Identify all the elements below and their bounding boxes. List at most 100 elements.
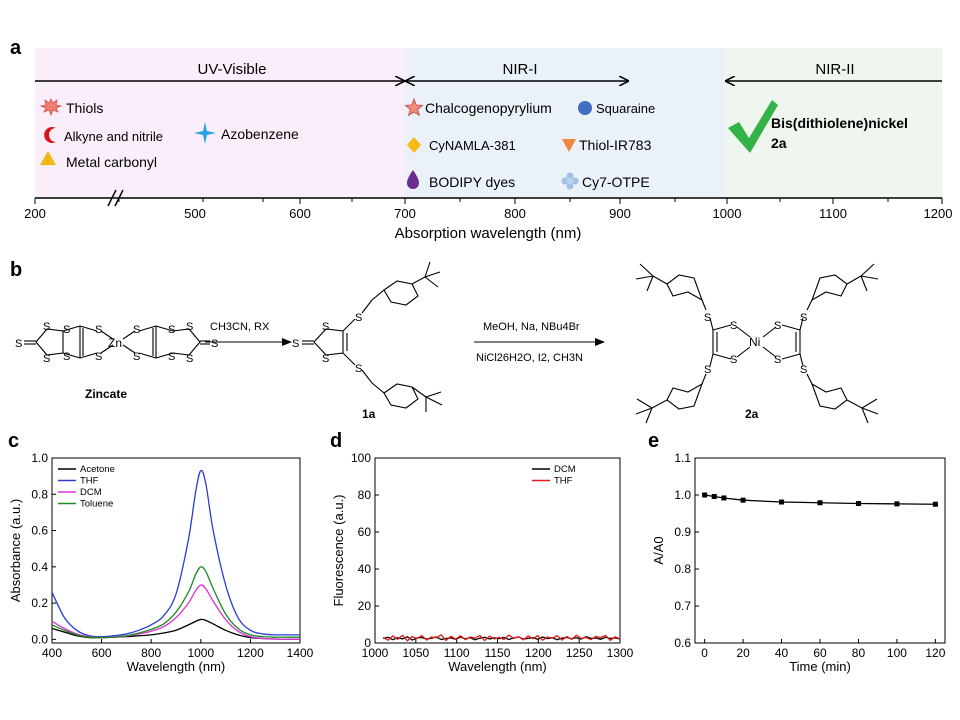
drop-icon	[407, 170, 419, 189]
uv-visible-region	[35, 48, 405, 198]
absorption-axis: 200 500 600 700 800 900 1000 1100 1200 A…	[24, 189, 953, 242]
down-triangle-icon	[562, 139, 576, 152]
atom-s: S	[774, 354, 781, 366]
tick-label: 1200	[924, 206, 953, 221]
entry-label: Thiols	[66, 100, 103, 116]
atom-s: S	[355, 312, 362, 324]
data-point	[721, 495, 727, 501]
x-tick-label: 1400	[287, 646, 314, 660]
nir-i-region	[405, 48, 725, 198]
step2-reagents-2: NiCl26H2O, I2, CH3N	[476, 352, 583, 364]
x-tick-label: 60	[813, 646, 827, 660]
x-tick-label: 1000	[187, 646, 214, 660]
compound-1a-label: 1a	[362, 407, 376, 421]
data-point	[779, 499, 785, 505]
crescent-icon	[44, 127, 56, 143]
data-point	[702, 492, 708, 498]
atom-s: S	[800, 312, 807, 324]
y-tick-label: 80	[358, 488, 372, 502]
x-tick-label: 1250	[566, 646, 593, 660]
plot-frame	[374, 457, 621, 644]
x-tick-label: 100	[887, 646, 907, 660]
thiols-entry: Thiols	[39, 98, 103, 117]
x-tick-label: 800	[141, 646, 161, 660]
legend-label: DCM	[80, 487, 102, 498]
y-tick-label: 0.2	[31, 596, 48, 610]
atom-s: S	[43, 353, 50, 365]
atom-s: S	[292, 338, 299, 350]
compound-2a-structure	[635, 263, 879, 424]
atom-s: S	[186, 321, 193, 333]
x-axis-title: Wavelength (nm)	[127, 659, 226, 674]
data-point	[740, 497, 746, 503]
atom-s: S	[704, 312, 711, 324]
entry-label: Metal carbonyl	[66, 154, 157, 170]
panel-letter-d: d	[330, 430, 342, 452]
y-tick-label: 0	[364, 636, 371, 650]
x-axis-title: Time (min)	[789, 659, 851, 674]
axis-title: Absorption wavelength (nm)	[395, 225, 582, 242]
tick-label: 800	[504, 206, 526, 221]
tick-label: 200	[24, 206, 46, 221]
x-tick-label: 1200	[237, 646, 264, 660]
tick-label: 1000	[713, 206, 742, 221]
x-tick-label: 1200	[525, 646, 552, 660]
x-tick-label: 600	[92, 646, 112, 660]
cynamla-entry: CyNAMLA-381	[407, 137, 516, 153]
atom-s: S	[322, 353, 329, 365]
entry-label: Azobenzene	[221, 126, 299, 142]
x-tick-label: 1100	[444, 646, 470, 660]
bis-dithiolene-nickel-entry: Bis(dithiolene)nickel 2a	[728, 100, 908, 153]
data-point	[932, 501, 938, 507]
tick-label: 500	[184, 206, 206, 221]
y-tick-label: 0.8	[674, 562, 691, 576]
legend-label: DCM	[554, 464, 576, 475]
atom-s: S	[63, 351, 70, 363]
x-tick-label: 1300	[607, 646, 634, 660]
atom-zn: Zn	[108, 336, 122, 350]
y-tick-label: 1.0	[674, 488, 691, 502]
tick-label: 700	[394, 206, 416, 221]
nir-i-label: NIR-I	[503, 61, 538, 78]
nir-ii-label: NIR-II	[815, 61, 854, 78]
uv-visible-label: UV-Visible	[198, 61, 267, 78]
x-tick-label: 1000	[362, 646, 389, 660]
atom-s: S	[43, 321, 50, 333]
atom-s: S	[704, 364, 711, 376]
four-point-star-icon	[194, 122, 216, 144]
series-line	[51, 469, 300, 638]
chart-fluorescence: 1000 1050 1100 1150 1200 1250 1300 0 20 40 60 80 100…	[331, 451, 634, 674]
step1-reagents: CH3CN, RX	[210, 321, 270, 333]
starburst-icon	[39, 98, 63, 117]
y-tick-label: 1.0	[31, 451, 48, 465]
x-tick-label: 1050	[402, 646, 429, 660]
axis-break-mark	[107, 189, 117, 207]
series-line	[382, 634, 621, 642]
panel-letter-e: e	[648, 430, 659, 452]
triangle-icon	[40, 151, 56, 165]
atom-s: S	[133, 324, 140, 336]
compound-2a-label: 2a	[745, 407, 759, 421]
legend-label: Toluene	[80, 499, 113, 510]
zincate-atoms: S S S S S S S Zn S S S S S S S	[15, 321, 218, 365]
chart-stability: 0 20 40 60 80 100 120 0.6 0.7 0.8 0.9 1.0 1.1 Time (m…	[651, 451, 946, 674]
compound-2a-atoms: S S S S Ni S S S S	[704, 312, 807, 376]
panel-a: a UV-Visible NIR-I NIR-II Thiols Alkyne …	[10, 37, 952, 242]
compound-label-2a: 2a	[771, 135, 787, 151]
y-tick-label: 0.9	[674, 525, 691, 539]
zincate-label: Zincate	[85, 387, 127, 401]
squaraine-entry: Squaraine	[578, 101, 655, 116]
data-point	[711, 493, 717, 499]
plot-frame	[694, 457, 946, 644]
entry-label: BODIPY dyes	[429, 174, 515, 190]
data-point	[817, 500, 823, 506]
legend-label: Acetone	[80, 464, 115, 475]
y-tick-label: 0.7	[674, 599, 691, 613]
thiol-ir783-entry: Thiol-IR783	[562, 137, 652, 153]
zincate-structure	[24, 325, 210, 359]
x-tick-label: 1150	[485, 646, 511, 660]
entry-label: Squaraine	[596, 101, 655, 116]
y-tick-label: 0.0	[31, 632, 48, 646]
y-axis-title: Fluorescence (a.u.)	[331, 495, 346, 607]
compound-1a-structure	[302, 261, 443, 412]
